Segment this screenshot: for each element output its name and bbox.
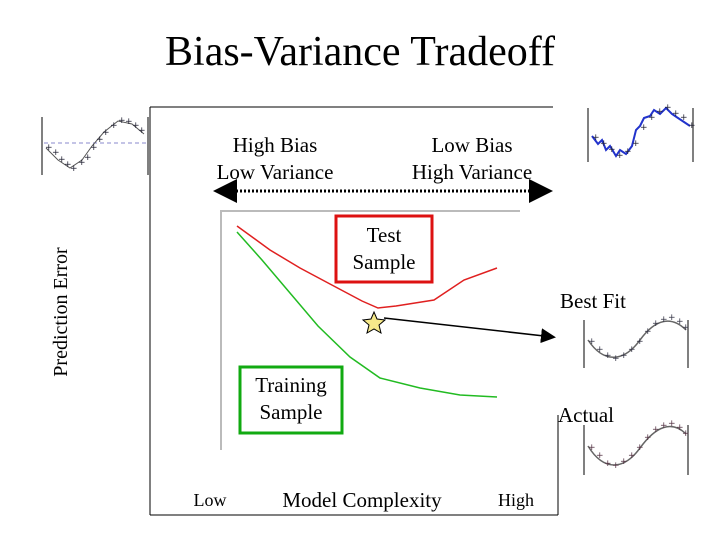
svg-text:+: + — [636, 337, 644, 347]
svg-text:+: + — [588, 443, 596, 453]
svg-text:+: + — [58, 155, 66, 165]
x-axis-high-label: High — [498, 490, 534, 510]
training-sample-label: Training Sample — [240, 372, 342, 426]
high-variance-thumbnail: ++++ ++++ + ++ + + — [587, 103, 696, 162]
training-sample-box — [238, 365, 344, 435]
svg-text:+: + — [102, 128, 110, 138]
svg-text:+: + — [682, 323, 690, 333]
high-bias-thumbnail: + +++ ++++ +++ + + ++ — [41, 116, 149, 175]
svg-text:+: + — [660, 421, 668, 431]
svg-text:+: + — [652, 319, 660, 329]
actual-thumbnail: +++ + ++++ + + + + + — [583, 419, 690, 475]
test-sample-text: Sample — [352, 250, 416, 274]
x-axis-title: Model Complexity — [282, 488, 442, 512]
high-bias-text: High Bias — [232, 133, 318, 157]
svg-text:+: + — [596, 451, 604, 461]
best-fit-arrow — [383, 317, 556, 344]
test-sample-box — [334, 214, 434, 284]
svg-text:+: + — [70, 164, 78, 174]
test-sample-label: Test Sample — [336, 222, 432, 276]
svg-text:+: + — [604, 459, 612, 469]
actual-label: Actual — [558, 403, 614, 427]
svg-text:+: + — [620, 457, 628, 467]
svg-text:+: + — [676, 317, 684, 327]
svg-text:+: + — [660, 315, 668, 325]
svg-text:+: + — [672, 109, 680, 119]
svg-text:+: + — [644, 327, 652, 337]
svg-text:+: + — [612, 354, 620, 364]
svg-text:+: + — [90, 143, 98, 153]
plot-top-edge — [220, 210, 520, 212]
svg-text:+: + — [125, 117, 133, 127]
svg-text:+: + — [616, 151, 624, 161]
svg-text:+: + — [682, 429, 690, 439]
svg-text:+: + — [64, 160, 72, 170]
training-sample-text: Sample — [259, 400, 323, 424]
svg-text:+: + — [628, 451, 636, 461]
low-bias-text: Low Bias — [431, 133, 513, 157]
svg-text:+: + — [608, 145, 616, 155]
svg-text:+: + — [644, 433, 652, 443]
svg-text:+: + — [620, 351, 628, 361]
svg-text:+: + — [668, 313, 676, 323]
svg-text:+: + — [96, 135, 104, 145]
svg-text:+: + — [612, 461, 620, 471]
training-error-curve — [236, 231, 498, 398]
svg-text:+: + — [604, 351, 612, 361]
svg-text:+: + — [640, 123, 648, 133]
svg-text:+: + — [676, 423, 684, 433]
svg-text:+: + — [138, 126, 146, 136]
svg-text:+: + — [600, 139, 608, 149]
svg-text:+: + — [45, 143, 53, 153]
svg-text:+: + — [592, 133, 600, 143]
svg-text:+: + — [628, 345, 636, 355]
svg-text:+: + — [52, 148, 60, 158]
page-title: Bias-Variance Tradeoff — [165, 29, 555, 75]
best-fit-thumbnail: +++ + ++++ + + + + + — [583, 313, 690, 368]
svg-text:+: + — [84, 153, 92, 163]
svg-text:+: + — [110, 121, 118, 131]
svg-text:+: + — [680, 113, 688, 123]
svg-text:+: + — [664, 103, 672, 113]
svg-text:+: + — [648, 113, 656, 123]
svg-text:+: + — [588, 337, 596, 347]
svg-text:+: + — [78, 158, 86, 168]
svg-text:+: + — [652, 425, 660, 435]
svg-text:+: + — [132, 121, 140, 131]
test-text: Test — [366, 223, 402, 247]
best-fit-label: Best Fit — [560, 289, 626, 313]
svg-text:+: + — [596, 345, 604, 355]
test-error-curve — [236, 225, 498, 309]
plot-left-edge — [220, 210, 222, 450]
optimum-star-marker — [361, 310, 387, 335]
svg-text:+: + — [636, 443, 644, 453]
x-axis-low-label: Low — [193, 490, 227, 510]
training-text: Training — [255, 373, 327, 397]
svg-text:+: + — [624, 147, 632, 157]
svg-text:+: + — [668, 419, 676, 429]
svg-text:+: + — [118, 116, 126, 126]
svg-text:+: + — [632, 139, 640, 149]
svg-text:+: + — [688, 121, 696, 131]
svg-text:+: + — [656, 107, 664, 117]
